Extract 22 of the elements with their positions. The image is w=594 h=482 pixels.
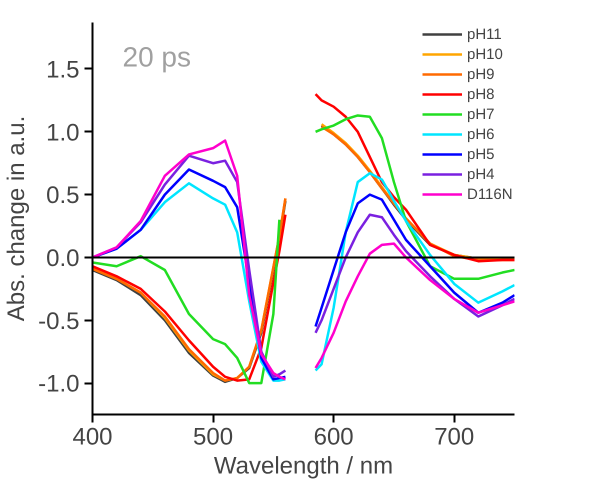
y-tick-label: 1.5 <box>46 56 80 84</box>
legend-label: pH8 <box>467 85 495 103</box>
legend-label: pH6 <box>467 125 495 143</box>
x-tick-label: 600 <box>314 424 354 450</box>
annotation: 20 ps <box>122 42 191 72</box>
legend-label: pH4 <box>467 165 495 183</box>
legend-label: pH10 <box>467 45 503 63</box>
x-tick-label: 700 <box>434 424 474 450</box>
legend-label: pH7 <box>467 105 495 123</box>
legend-label: pH11 <box>467 25 502 43</box>
y-axis-title: Abs. change in a.u. <box>3 116 30 322</box>
y-tick-label: -0.5 <box>38 308 80 335</box>
x-tick-label: 500 <box>193 424 234 450</box>
y-tick-label: 0.0 <box>46 244 80 272</box>
legend-label: pH5 <box>467 145 495 163</box>
y-tick-label: -1.0 <box>38 370 80 398</box>
x-axis-title: Wavelength / nm <box>214 452 394 480</box>
legend-label: pH9 <box>467 65 495 83</box>
legend-label: D116N <box>467 185 513 203</box>
x-tick-label: 400 <box>72 424 113 450</box>
y-tick-label: 1.0 <box>46 119 80 146</box>
y-tick-label: 0.5 <box>46 182 80 210</box>
